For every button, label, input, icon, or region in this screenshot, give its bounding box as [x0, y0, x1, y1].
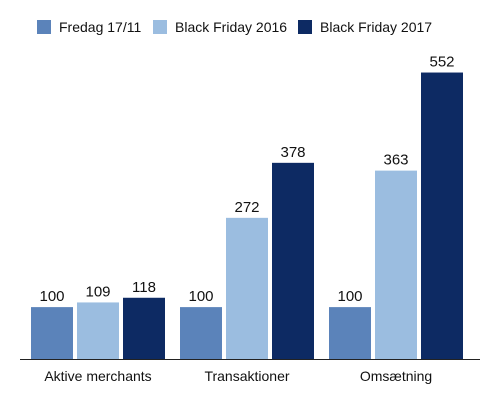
data-label-transaktioner-fredag-17-11: 100: [188, 288, 213, 305]
bar-oms-tning-black-friday-2017: [421, 72, 463, 359]
bar-transaktioner-black-friday-2017: [272, 162, 314, 359]
bar-aktive-merchants-fredag-17-11: [31, 307, 73, 359]
bar-aktive-merchants-black-friday-2017: [123, 297, 165, 359]
data-label-aktive-merchants-black-friday-2016: 109: [85, 283, 110, 300]
bar-transaktioner-fredag-17-11: [180, 307, 222, 359]
legend-swatch-bf2016: [153, 20, 167, 34]
data-label-aktive-merchants-black-friday-2017: 118: [132, 279, 156, 296]
data-label-oms-tning-black-friday-2016: 363: [383, 152, 408, 169]
data-label-aktive-merchants-fredag-17-11: 100: [39, 288, 64, 305]
x-tick-label-aktive-merchants: Aktive merchants: [44, 368, 151, 384]
bar-oms-tning-black-friday-2016: [375, 170, 417, 359]
legend-item-bf2016: Black Friday 2016: [153, 16, 287, 38]
legend-item-bf2017: Black Friday 2017: [298, 16, 432, 38]
bar-oms-tning-fredag-17-11: [329, 307, 371, 359]
data-label-oms-tning-fredag-17-11: 100: [337, 288, 362, 305]
x-tick-label-oms-tning: Omsætning: [360, 368, 432, 384]
data-label-transaktioner-black-friday-2017: 378: [280, 144, 305, 161]
legend-label-bf2016: Black Friday 2016: [175, 19, 288, 35]
x-tick-label-transaktioner: Transaktioner: [204, 368, 289, 384]
legend-label-fredag: Fredag 17/11: [59, 19, 142, 35]
bar-aktive-merchants-black-friday-2016: [77, 302, 119, 359]
chart-legend: Fredag 17/11 Black Friday 2016 Black Fri…: [0, 16, 500, 38]
legend-swatch-bf2017: [298, 20, 312, 34]
legend-swatch-fredag: [37, 20, 51, 34]
data-label-oms-tning-black-friday-2017: 552: [429, 54, 454, 71]
bar-transaktioner-black-friday-2016: [226, 217, 268, 359]
data-label-transaktioner-black-friday-2016: 272: [234, 199, 259, 216]
legend-label-bf2017: Black Friday 2017: [320, 19, 433, 35]
legend-item-fredag: Fredag 17/11: [37, 16, 141, 38]
